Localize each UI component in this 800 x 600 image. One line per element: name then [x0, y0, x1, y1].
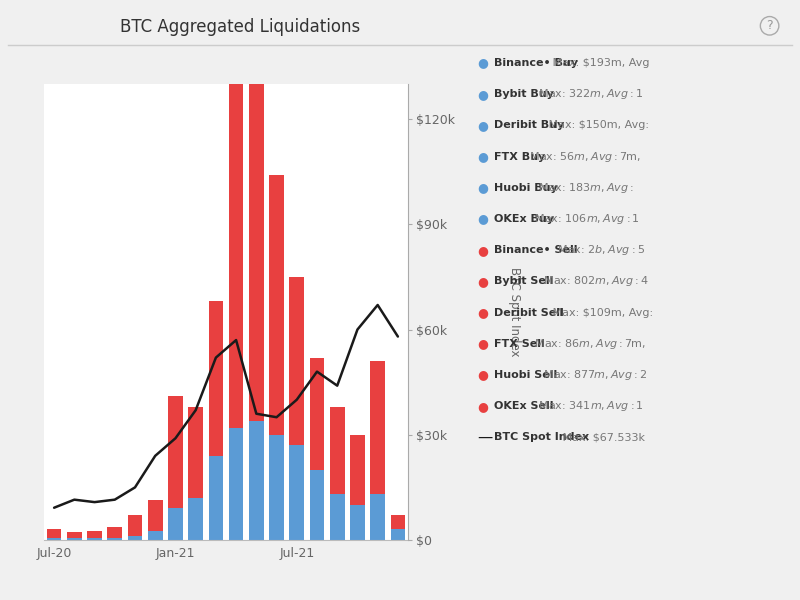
Text: Max: $150m, Avg:: Max: $150m, Avg: — [545, 121, 649, 130]
Text: ●: ● — [478, 275, 489, 288]
Bar — [128, 515, 142, 536]
Bar — [350, 505, 365, 540]
Text: Max: $56m, Avg: $7m,: Max: $56m, Avg: $7m, — [526, 149, 642, 164]
Text: Max: $106m, Avg: $1: Max: $106m, Avg: $1 — [530, 212, 640, 226]
Text: BTC Spot Index: BTC Spot Index — [494, 433, 589, 442]
Text: Binance• Sell: Binance• Sell — [494, 245, 577, 255]
Bar — [148, 531, 162, 540]
Text: ●: ● — [478, 212, 489, 226]
Bar — [270, 175, 284, 435]
Text: Huobi Sell: Huobi Sell — [494, 370, 557, 380]
Text: BTC Aggregated Liquidations: BTC Aggregated Liquidations — [120, 18, 360, 36]
Text: ●: ● — [478, 181, 489, 194]
Text: Max: $802m, Avg: $4: Max: $802m, Avg: $4 — [540, 274, 649, 289]
Bar — [350, 435, 365, 505]
Bar — [290, 445, 304, 540]
Bar — [290, 277, 304, 445]
Bar — [107, 538, 122, 540]
Bar — [188, 407, 203, 498]
Bar — [209, 456, 223, 540]
Y-axis label: BTC Spot Index: BTC Spot Index — [508, 267, 521, 357]
Text: Bybit Sell: Bybit Sell — [494, 277, 553, 286]
Text: Deribit Buy: Deribit Buy — [494, 121, 564, 130]
Text: —: — — [478, 430, 493, 445]
Text: Max: $183m, Avg: $: Max: $183m, Avg: $ — [535, 181, 634, 195]
Text: Max: $86m, Avg: $7m,: Max: $86m, Avg: $7m, — [530, 337, 646, 351]
Text: Bybit Buy: Bybit Buy — [494, 89, 554, 99]
Text: ●: ● — [478, 88, 489, 101]
Bar — [107, 527, 122, 538]
Bar — [249, 56, 264, 421]
Text: Binance• Buy: Binance• Buy — [494, 58, 578, 68]
Text: FTX Buy: FTX Buy — [494, 152, 545, 161]
Bar — [188, 498, 203, 540]
Bar — [370, 361, 385, 494]
Bar — [330, 494, 345, 540]
Text: Huobi Buy: Huobi Buy — [494, 183, 558, 193]
Bar — [249, 421, 264, 540]
Text: Max: $193m, Avg: Max: $193m, Avg — [550, 58, 650, 68]
Text: Max: $322m, Avg: $1: Max: $322m, Avg: $1 — [535, 87, 644, 101]
Bar — [47, 538, 62, 540]
Bar — [390, 515, 405, 529]
Text: Max: $2b, Avg: $5: Max: $2b, Avg: $5 — [554, 243, 645, 257]
Text: OKEx Buy: OKEx Buy — [494, 214, 554, 224]
Text: ●: ● — [478, 306, 489, 319]
Bar — [229, 35, 243, 428]
Text: ●: ● — [478, 400, 489, 413]
Text: ?: ? — [766, 19, 773, 32]
Text: Max: $877m, Avg: $2: Max: $877m, Avg: $2 — [540, 368, 648, 382]
Text: Max: $109m, Avg:: Max: $109m, Avg: — [550, 308, 654, 317]
Bar — [148, 500, 162, 531]
Bar — [209, 301, 223, 456]
Bar — [67, 532, 82, 538]
Bar — [229, 428, 243, 540]
Text: Max: $67.533k: Max: $67.533k — [558, 433, 645, 442]
Bar — [270, 435, 284, 540]
Text: Max: $341m, Avg: $1: Max: $341m, Avg: $1 — [535, 399, 644, 413]
Text: ●: ● — [478, 119, 489, 132]
Bar — [370, 494, 385, 540]
Text: ●: ● — [478, 244, 489, 257]
Bar — [310, 358, 324, 470]
Bar — [47, 529, 62, 538]
Text: FTX Sell: FTX Sell — [494, 339, 544, 349]
Text: OKEx Sell: OKEx Sell — [494, 401, 553, 411]
Text: ●: ● — [478, 56, 489, 70]
Text: ●: ● — [478, 337, 489, 350]
Bar — [390, 529, 405, 540]
Bar — [330, 407, 345, 494]
Bar — [168, 396, 182, 508]
Bar — [67, 538, 82, 540]
Bar — [310, 470, 324, 540]
Text: ●: ● — [478, 150, 489, 163]
Text: ●: ● — [478, 368, 489, 382]
Text: Deribit Sell: Deribit Sell — [494, 308, 563, 317]
Bar — [128, 536, 142, 540]
Bar — [168, 508, 182, 540]
Bar — [87, 538, 102, 540]
Bar — [87, 531, 102, 538]
